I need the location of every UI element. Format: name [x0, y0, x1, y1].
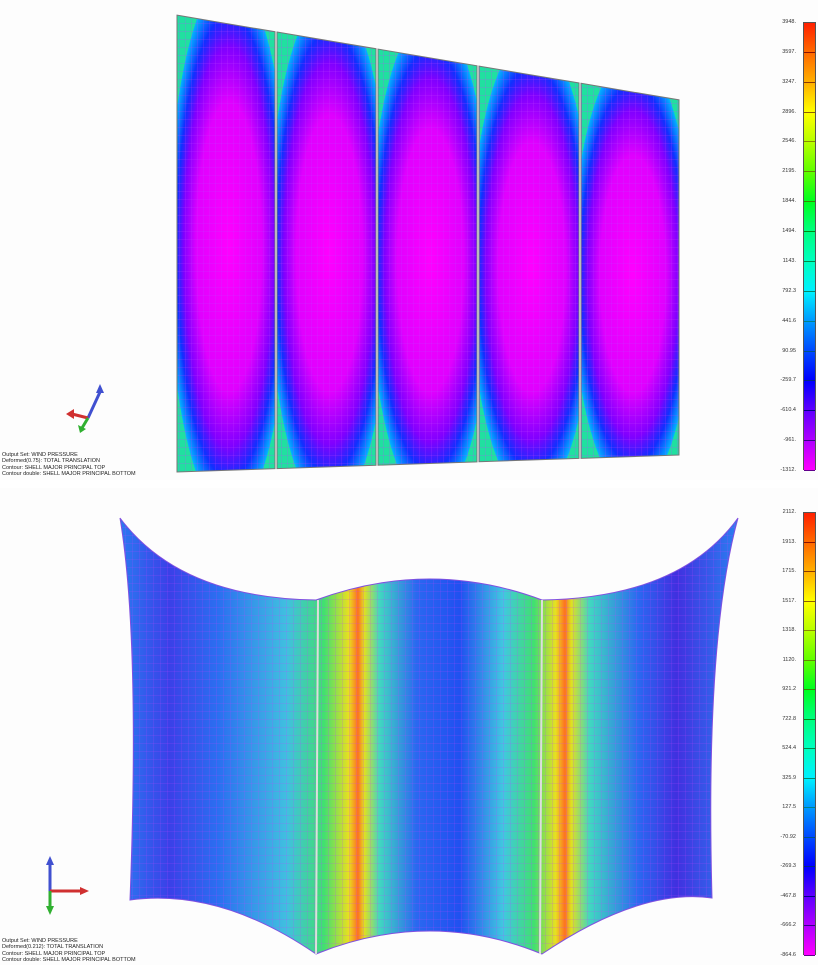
panel-joint: [315, 599, 319, 955]
contour-label: Contour: SHELL MAJOR PRINCIPAL TOP: [2, 464, 106, 471]
top-contour-model: [176, 14, 680, 473]
legend-value: 1844.: [782, 198, 796, 205]
divider: [0, 480, 818, 488]
color-band: [804, 172, 815, 203]
color-band: [804, 778, 815, 809]
color-band: [804, 202, 815, 233]
legend-value: 921.2: [782, 686, 796, 693]
bottom-contour-model: [119, 517, 739, 955]
shell-panel: [478, 65, 580, 463]
color-bar: [803, 512, 816, 956]
color-band: [804, 808, 815, 838]
color-band: [804, 381, 815, 412]
color-band: [804, 232, 815, 262]
legend-value: -269.3: [780, 863, 796, 870]
legend-value: 1494.: [782, 228, 796, 235]
legend-value: -467.8: [780, 892, 796, 899]
shell-panel: [580, 82, 680, 459]
contour-legend: 3948. 3597. 3247. 2896. 2546. 2195. 1844. 1494.…: [768, 19, 818, 473]
color-band: [804, 660, 815, 691]
output-info: Output Set: WIND PRESSURE Deformed(0.212…: [2, 938, 136, 963]
output-set-label: Output Set: WIND PRESSURE: [2, 452, 78, 458]
color-band: [804, 261, 815, 292]
legend-value: 524.4: [782, 745, 796, 752]
color-band: [804, 896, 815, 927]
legend-value: -610.4: [780, 407, 796, 414]
color-bar: [803, 22, 816, 471]
legend-value: -70.92: [780, 833, 796, 840]
legend-value: 3247.: [782, 78, 796, 85]
legend-value: 722.8: [782, 715, 796, 722]
legend-value: 1517.: [782, 597, 796, 604]
axis-triad-icon: [66, 384, 104, 433]
legend-value: 1318.: [782, 627, 796, 634]
color-band: [804, 52, 815, 83]
color-band: [804, 321, 815, 352]
color-band: [804, 719, 815, 750]
legend-value: -666.2: [780, 922, 796, 929]
color-band: [804, 837, 815, 868]
legend-value: -864.6: [780, 952, 796, 958]
contour-legend: 2112. 1913. 1715. 1517. 1318. 1120. 921.2 722.8…: [768, 509, 818, 958]
shell-panel: [176, 14, 276, 473]
legend-value: -961.: [783, 437, 796, 444]
contour-double-label: Contour double: SHELL MAJOR PRINCIPAL BO…: [2, 956, 136, 963]
legend-value: 3597.: [782, 48, 796, 55]
contour-double-label: Contour double: SHELL MAJOR PRINCIPAL BO…: [2, 470, 136, 477]
deformed-label: Deformed(0.75): TOTAL TRANSLATION: [2, 458, 101, 465]
color-band: [804, 867, 815, 897]
legend-value: -1312.: [780, 467, 796, 473]
legend-value: 2195.: [782, 168, 796, 175]
color-band: [804, 542, 815, 573]
bottom-view-pane: Output Set: WIND PRESSURE Deformed(0.212…: [0, 488, 818, 965]
contour-label: Contour: SHELL MAJOR PRINCIPAL TOP: [2, 950, 106, 957]
panel-joint: [539, 599, 543, 955]
legend-value: 127.5: [782, 804, 796, 811]
color-band: [804, 23, 815, 53]
color-band: [804, 291, 815, 322]
output-info: Output Set: WIND PRESSURE Deformed(0.75)…: [2, 452, 136, 477]
legend-value: 2112.: [782, 509, 796, 515]
color-band: [804, 441, 815, 471]
color-band: [804, 926, 815, 956]
legend-value: -259.7: [780, 377, 796, 384]
color-band: [804, 690, 815, 720]
top-view-pane: Output Set: WIND PRESSURE Deformed(0.75)…: [0, 0, 818, 480]
color-band: [804, 411, 815, 442]
color-band: [804, 82, 815, 113]
legend-value: 1913.: [782, 538, 796, 545]
legend-value: 325.9: [782, 774, 796, 781]
legend-value: 441.6: [782, 317, 796, 324]
shell-panel: [377, 48, 478, 466]
output-set-label: Output Set: WIND PRESSURE: [2, 938, 78, 944]
legend-value: 1120.: [782, 656, 796, 663]
deformed-label: Deformed(0.212): TOTAL TRANSLATION: [2, 944, 104, 951]
shell-surface: [119, 517, 739, 955]
shell-panel: [276, 31, 377, 470]
color-band: [804, 513, 815, 543]
legend-value: 1143.: [782, 257, 796, 264]
color-band: [804, 631, 815, 661]
legend-value: 2546.: [782, 138, 796, 145]
color-band: [804, 572, 815, 602]
legend-value: 90.95: [782, 347, 796, 354]
legend-value: 3948.: [782, 19, 796, 25]
color-band: [804, 601, 815, 632]
legend-value: 1715.: [782, 568, 796, 575]
legend-value: 2896.: [782, 108, 796, 115]
color-band: [804, 142, 815, 173]
legend-value: 792.3: [782, 287, 796, 294]
color-band: [804, 351, 815, 382]
axis-triad-icon: [46, 856, 89, 915]
color-band: [804, 749, 815, 779]
color-band: [804, 112, 815, 143]
